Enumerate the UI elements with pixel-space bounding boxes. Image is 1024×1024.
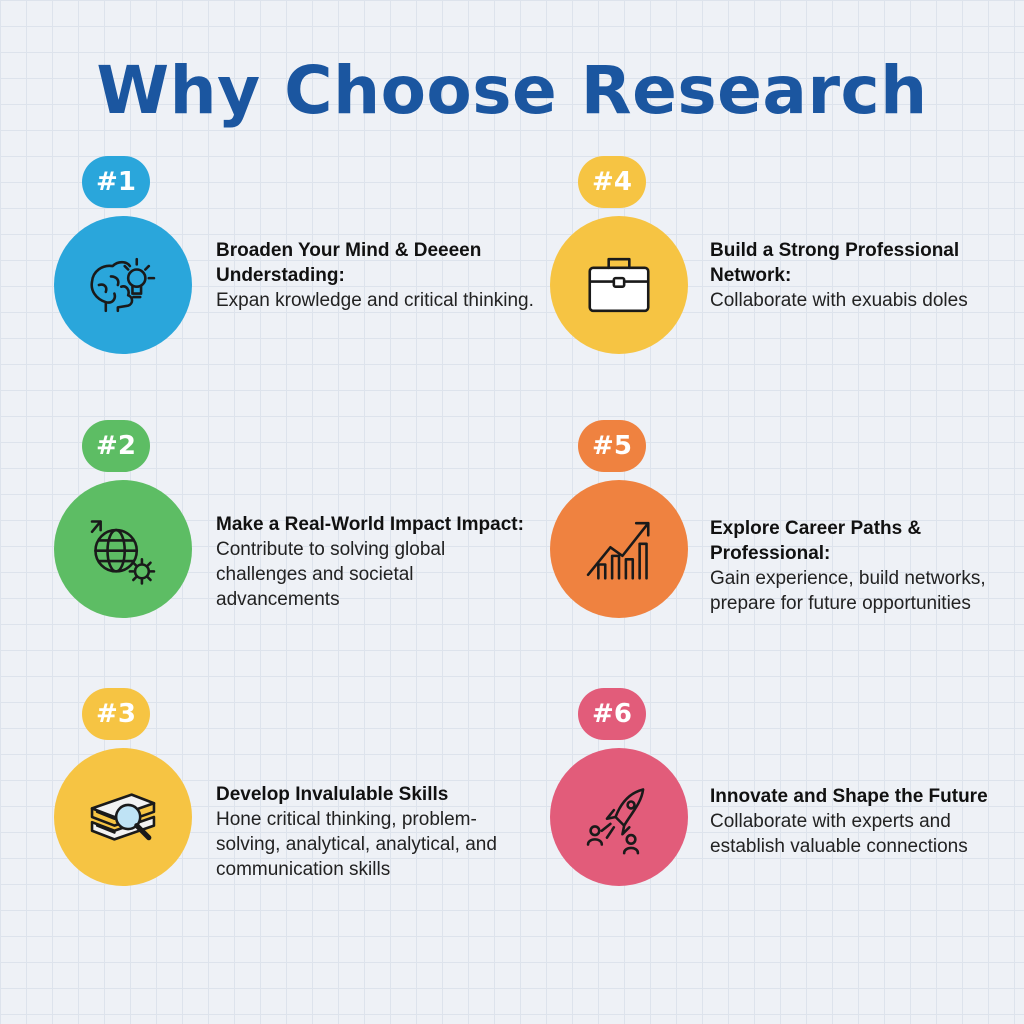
brain-lightbulb-icon — [54, 216, 192, 354]
page-title: Why Choose Research — [96, 52, 928, 129]
badge-5: #5 — [578, 420, 646, 472]
item-1-description: Expan krowledge and critical thinking. — [216, 290, 534, 311]
globe-gear-icon — [54, 480, 192, 618]
item-6-description: Collaborate with experts and establish v… — [710, 811, 968, 857]
item-3-heading: Develop Invalulable Skills — [216, 784, 449, 805]
item-2-description: Contribute to solving global challenges … — [216, 539, 446, 610]
briefcase-icon — [550, 216, 688, 354]
reason-item-2: #2 Make a Real-World Impact Impact: Cont… — [54, 420, 534, 680]
badge-3: #3 — [82, 688, 150, 740]
growth-chart-icon — [550, 480, 688, 618]
badge-1: #1 — [82, 156, 150, 208]
item-1-heading: Broaden Your Mind & Deeeen Understading: — [216, 240, 482, 286]
item-6-heading: Innovate and Shape the Future — [710, 786, 988, 807]
item-5-heading: Explore Career Paths & Professional: — [710, 518, 922, 564]
reason-item-5: #5 Explore Career Paths & Professional: … — [550, 420, 1024, 680]
item-5-description: Gain experience, build networks, prepare… — [710, 568, 986, 614]
item-4-description: Collaborate with exuabis doles — [710, 290, 968, 311]
reason-item-3: #3 Develop Invalulable Skills Hone criti… — [54, 688, 534, 948]
item-3-description: Hone critical thinking, problem-solving,… — [216, 809, 497, 880]
reason-item-4: #4 Build a Strong Professional Network: … — [550, 156, 1024, 416]
badge-6: #6 — [578, 688, 646, 740]
reason-item-6: #6 Innovate and Shape the Future Collabo… — [550, 688, 1024, 948]
badge-2: #2 — [82, 420, 150, 472]
badge-4: #4 — [578, 156, 646, 208]
item-4-heading: Build a Strong Professional Network: — [710, 240, 960, 286]
rocket-people-icon — [550, 748, 688, 886]
reason-item-1: #1 Broaden Your Mind & Deeeen Understadi… — [54, 156, 534, 416]
books-magnifier-icon — [54, 748, 192, 886]
item-2-heading: Make a Real-World Impact Impact: — [216, 514, 524, 535]
